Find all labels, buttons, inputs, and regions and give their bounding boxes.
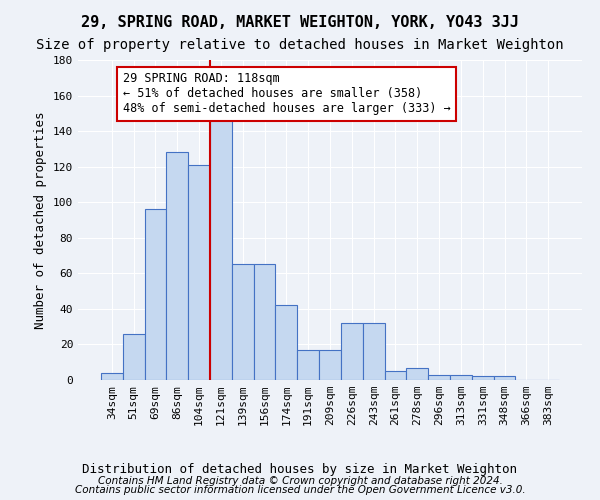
Bar [145, 210, 166, 380]
Bar [123, 334, 145, 380]
Text: Contains HM Land Registry data © Crown copyright and database right 2024.: Contains HM Land Registry data © Crown c… [98, 476, 502, 486]
Bar [428, 374, 450, 380]
Bar [210, 112, 232, 380]
Bar [188, 165, 210, 380]
Text: 29, SPRING ROAD, MARKET WEIGHTON, YORK, YO43 3JJ: 29, SPRING ROAD, MARKET WEIGHTON, YORK, … [81, 15, 519, 30]
Bar [385, 371, 406, 380]
Bar [101, 373, 123, 380]
Bar [166, 152, 188, 380]
Bar [275, 306, 297, 380]
Text: Size of property relative to detached houses in Market Weighton: Size of property relative to detached ho… [36, 38, 564, 52]
Bar [450, 374, 472, 380]
Bar [406, 368, 428, 380]
Bar [494, 376, 515, 380]
Bar [319, 350, 341, 380]
Bar [254, 264, 275, 380]
Y-axis label: Number of detached properties: Number of detached properties [34, 112, 47, 329]
Bar [341, 323, 363, 380]
Text: Contains public sector information licensed under the Open Government Licence v3: Contains public sector information licen… [74, 485, 526, 495]
Bar [363, 323, 385, 380]
Text: Distribution of detached houses by size in Market Weighton: Distribution of detached houses by size … [83, 462, 517, 475]
Bar [297, 350, 319, 380]
Text: 29 SPRING ROAD: 118sqm
← 51% of detached houses are smaller (358)
48% of semi-de: 29 SPRING ROAD: 118sqm ← 51% of detached… [123, 72, 451, 116]
Bar [472, 376, 494, 380]
Bar [232, 264, 254, 380]
